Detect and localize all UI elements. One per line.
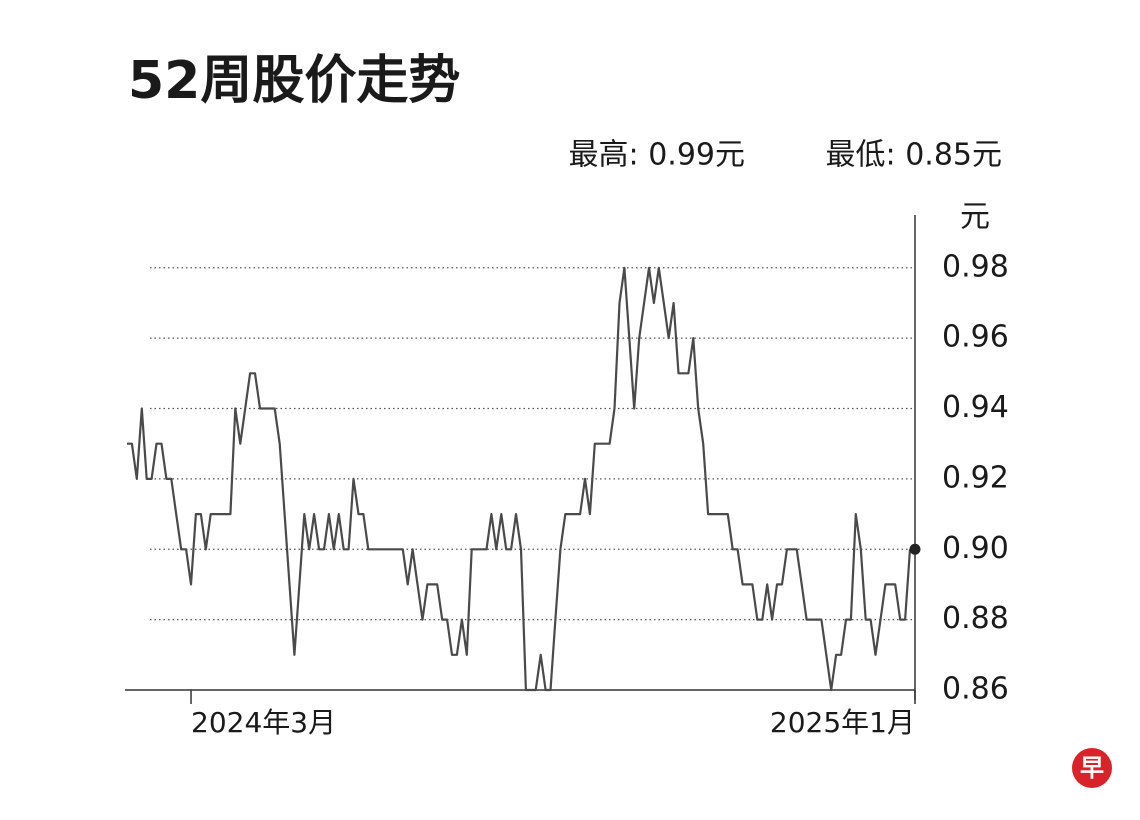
y-tick-label: 0.96: [942, 320, 1009, 355]
x-tick-label: 2025年1月: [770, 706, 915, 739]
logo: 早: [1080, 754, 1104, 782]
last-point: [909, 543, 921, 555]
y-tick-label: 0.88: [942, 601, 1009, 636]
annotation: 最高: 0.99元: [569, 138, 745, 173]
y-tick-label: 0.86: [942, 672, 1009, 707]
y-tick-label: 0.98: [942, 249, 1009, 284]
y-tick-label: 0.92: [942, 460, 1009, 495]
y-tick-label: 0.94: [942, 390, 1009, 425]
logo-badge: [1072, 748, 1112, 788]
x-tick-label: 2024年3月: [191, 706, 336, 739]
chart-title: 52周股价走势: [128, 51, 460, 111]
price-line: [127, 266, 912, 692]
y-unit: 元: [960, 200, 990, 235]
y-tick-label: 0.90: [942, 531, 1009, 566]
annotation: 最低: 0.85元: [826, 138, 1002, 173]
